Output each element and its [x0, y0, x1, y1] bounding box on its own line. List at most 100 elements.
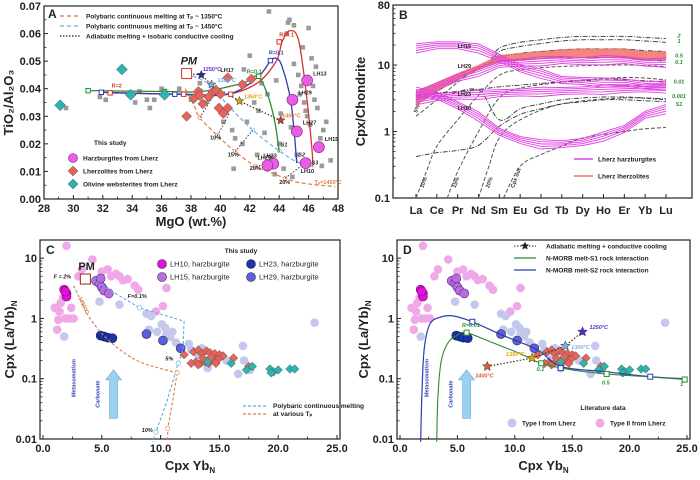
- literature-point: [276, 141, 282, 147]
- lh15-point: [459, 288, 470, 299]
- olivine-websterite-point: [641, 364, 651, 374]
- tie-line: [199, 93, 215, 118]
- y-tick-label: 0.00: [20, 194, 41, 206]
- x-axis-label: MgO (wt.%): [156, 214, 227, 229]
- melting-step-marker: [136, 305, 142, 311]
- olivine-websterite-point: [124, 88, 137, 101]
- harzburgite-ree-line: [415, 96, 667, 150]
- literature-point: [297, 91, 303, 97]
- legend-label: N-MORB melt-S2 rock interaction: [546, 268, 649, 275]
- model-curve: [415, 88, 667, 121]
- type-i-literature-point: [95, 297, 104, 306]
- model-curve: [490, 35, 667, 61]
- legend-marker: [595, 418, 605, 428]
- tie-line: [284, 165, 302, 179]
- y-tick-label: 0.1: [379, 374, 394, 386]
- x-tick-label: 42: [244, 203, 256, 215]
- x-tick-label: 34: [126, 203, 139, 215]
- x-tick-label: Nd: [471, 205, 486, 217]
- star-1250: [196, 69, 207, 80]
- x-tick-label: 32: [97, 203, 109, 215]
- type-ii-literature-point: [409, 325, 419, 335]
- interaction-step-marker: [267, 57, 274, 64]
- curve-annotation: 20%: [250, 166, 261, 172]
- lherzolite-point: [222, 72, 234, 84]
- y-tick-label: 0.05: [20, 56, 41, 68]
- y-tick-label: 0.07: [20, 1, 41, 13]
- type-ii-literature-point: [423, 303, 432, 313]
- legend-marker-label: Harzburgites from Lherz: [83, 156, 159, 163]
- lherzolite-point: [181, 110, 192, 122]
- melting-curve-label: 5%: [413, 104, 421, 114]
- literature-point: [294, 152, 300, 158]
- literature-point: [321, 127, 326, 133]
- melting-label: 5%: [165, 357, 173, 363]
- literature-point: [298, 83, 304, 89]
- type-ii-literature-point: [66, 303, 76, 313]
- type-ii-literature-point: [418, 241, 428, 251]
- olivine-websterite-point: [273, 365, 283, 375]
- model-label: 0.01: [674, 79, 685, 85]
- harzburgite-point: [301, 74, 313, 87]
- type-i-literature-point: [59, 332, 69, 341]
- x-tick-label: 48: [332, 203, 344, 215]
- literature-point: [323, 119, 329, 125]
- literature-point: [244, 119, 250, 125]
- x-tick-label: Dy: [576, 205, 591, 217]
- model-label: 0.5: [675, 53, 684, 59]
- curve-annotation: 1350°C: [244, 94, 262, 100]
- olivine-websterite-point: [247, 361, 257, 372]
- x-tick-label: 0.0: [35, 443, 50, 455]
- interaction-step-marker: [172, 91, 178, 97]
- literature-point: [240, 141, 245, 147]
- legend-label: N-MORB melt-S1 rock interaction: [546, 256, 649, 263]
- legend-marker: [157, 259, 167, 269]
- literature-point: [147, 105, 153, 111]
- type-ii-literature-point: [443, 255, 453, 264]
- type-i-literature-point: [146, 311, 156, 321]
- literature-point: [247, 53, 253, 58]
- model-curve: [415, 99, 667, 158]
- lh23-point: [107, 333, 118, 343]
- harzburgite-ree-line: [415, 44, 666, 86]
- panel-d: 0.01 0.1 1 10 0.0 5.0 10.0 15.0 20.0 25.0 Cpx YbN C…: [356, 239, 698, 475]
- legend-marker: [67, 178, 79, 190]
- legend-marker: [157, 272, 167, 282]
- legend-line-label: Adiabatic melting + isobaric conductive …: [86, 34, 234, 41]
- legend-label: LH10, harzburgite: [170, 260, 230, 269]
- sample-label: LH29: [458, 64, 471, 70]
- curve-annotation: R=0.1: [269, 50, 284, 56]
- temperature-star: [526, 352, 538, 363]
- type-ii-literature-point: [425, 314, 435, 323]
- olivine-websterite-point: [226, 358, 236, 368]
- harzburgite-ree-line: [415, 87, 666, 101]
- literature-point: [232, 136, 238, 141]
- harzburgite-ree-line: [415, 55, 667, 92]
- legend-label: Adiabatic melting + conductive cooling: [546, 244, 667, 251]
- type-ii-literature-point: [488, 285, 498, 294]
- literature-point: [312, 97, 317, 103]
- lh15-point: [95, 273, 106, 284]
- curve-annotation: S2: [298, 152, 305, 158]
- harzburgite-ree-line: [415, 59, 666, 96]
- x-tick-label: 20.0: [619, 443, 640, 455]
- legend-label: LH15, harzburgite: [170, 273, 230, 282]
- interaction-step-marker: [647, 373, 654, 380]
- adiabatic-cooling-path: [186, 73, 281, 121]
- olivine-websterite-point: [266, 368, 276, 378]
- literature-point: [278, 111, 283, 116]
- x-axis-label: Cpx YbN: [518, 458, 569, 475]
- harzburgite-ree-line: [415, 83, 667, 96]
- interaction-label: 1: [680, 382, 683, 388]
- lherzolite-point: [211, 358, 221, 368]
- harzburgite-ree-line: [415, 61, 667, 99]
- model-label: 1: [677, 39, 680, 45]
- literature-point: [262, 130, 267, 136]
- metasomatism-label: Carbonate: [449, 381, 455, 408]
- melting-step-marker: [153, 429, 159, 435]
- temperature-star: [577, 326, 588, 337]
- melting-curve-label: 15%: [452, 176, 461, 188]
- type-i-literature-point: [660, 318, 670, 327]
- x-tick-label: Ho: [596, 205, 611, 217]
- legend-marker-label: Lherzolites from Lherz: [83, 169, 153, 176]
